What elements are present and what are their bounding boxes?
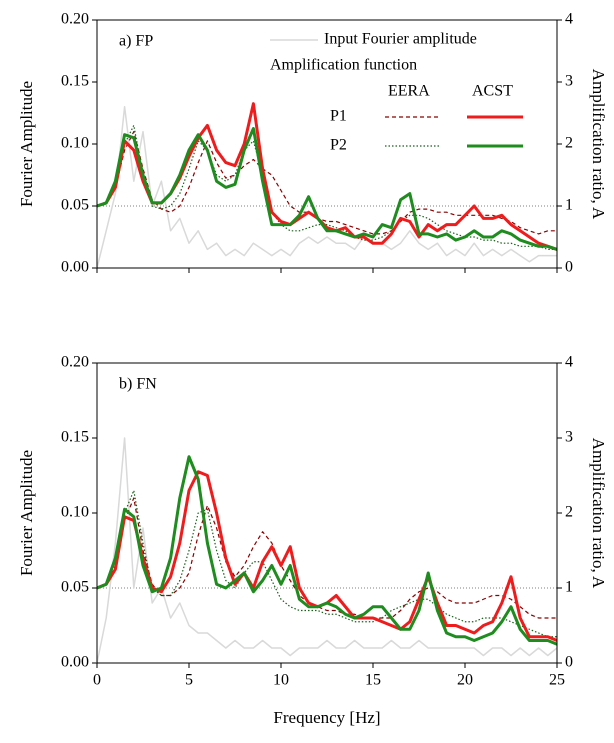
series-line (96, 124, 557, 250)
y-tick-label: 0.05 (61, 579, 89, 596)
y-tick-label: 0.00 (61, 259, 89, 276)
y2-tick-label: 2 (565, 135, 573, 152)
y2-tick-label: 3 (565, 73, 573, 90)
legend-title: Amplification function (270, 57, 417, 74)
y-tick-label: 0.15 (61, 73, 89, 90)
y-tick-label: 0.15 (61, 429, 89, 446)
series-line (96, 470, 558, 642)
plot-frame (96, 362, 558, 664)
series-line (96, 437, 558, 664)
y-tick-label: 0.05 (61, 197, 89, 214)
series-line (96, 106, 557, 269)
legend-row: P1 (330, 108, 347, 125)
y2-tick-label: 3 (565, 429, 573, 446)
y2-tick-label: 4 (565, 11, 573, 28)
x-tick-label: 20 (457, 672, 473, 689)
y-tick-label: 0.20 (61, 11, 89, 28)
legend-label: Input Fourier amplitude (324, 31, 477, 48)
y-tick-label: 0.00 (61, 654, 89, 671)
y2-tick-label: 0 (565, 654, 573, 671)
series-line (96, 102, 558, 251)
y2-tick-label: 2 (565, 504, 573, 521)
x-tick-label: 0 (93, 672, 101, 689)
panel-label: b) FN (119, 376, 157, 393)
legend-column: EERA (388, 83, 430, 100)
x-tick-label: 25 (549, 672, 565, 689)
y2-tick-label: 4 (565, 354, 573, 371)
y2-tick-label: 0 (565, 259, 573, 276)
y-tick-label: 0.10 (61, 504, 89, 521)
panel-label: a) FP (119, 33, 153, 50)
series-line (96, 497, 557, 619)
series-line (96, 455, 558, 646)
y2-axis-label: Amplification ratio, A (589, 438, 608, 589)
y-axis-label: Fourier Amplitude (17, 450, 36, 576)
y2-axis-label: Amplification ratio, A (589, 69, 608, 220)
legend-column: ACST (472, 83, 513, 100)
plot-frame (96, 19, 558, 269)
y2-tick-label: 1 (565, 579, 573, 596)
x-tick-label: 5 (185, 672, 193, 689)
y2-tick-label: 1 (565, 197, 573, 214)
legend-row: P2 (330, 137, 347, 154)
x-tick-label: 15 (365, 672, 381, 689)
series-line (96, 489, 557, 638)
y-tick-label: 0.10 (61, 135, 89, 152)
x-tick-label: 10 (273, 672, 289, 689)
x-axis-label: Frequency [Hz] (273, 708, 380, 727)
y-axis-label: Fourier Amplitude (17, 81, 36, 207)
y-tick-label: 0.20 (61, 354, 89, 371)
series-line (96, 127, 558, 251)
